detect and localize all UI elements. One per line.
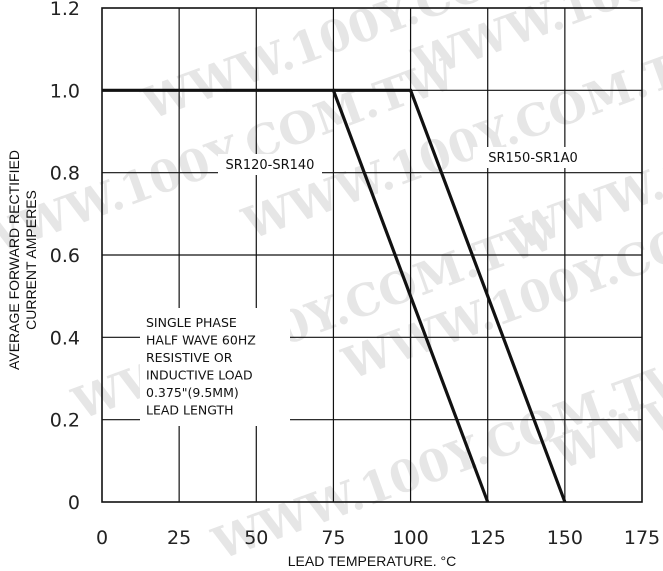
series-label: SR150-SR1A0	[488, 151, 578, 166]
y-tick-label: 0.2	[50, 410, 80, 432]
x-tick-label: 50	[244, 527, 268, 549]
x-tick-label: 175	[624, 527, 660, 549]
annotation-box: SINGLE PHASE HALF WAVE 60HZ RESISTIVE OR IN…	[140, 308, 290, 426]
plot-frame	[101, 7, 643, 503]
plot-border	[101, 7, 643, 503]
y-tick-label: 1.0	[50, 80, 80, 102]
x-tick-label: 0	[96, 527, 108, 549]
series-line-2	[333, 88, 567, 503]
annotation-line: HALF WAVE 60HZ	[146, 333, 256, 348]
x-tick-label: 150	[547, 527, 583, 549]
annotation-line: LEAD LENGTH	[146, 403, 234, 418]
series-label: SR120-SR140	[226, 158, 315, 173]
series-lines	[102, 88, 567, 503]
x-axis-title: LEAD TEMPERATURE. °C	[288, 553, 456, 569]
x-tick-label: 100	[392, 527, 428, 549]
y-tick-label: 0.6	[50, 245, 80, 267]
annotation-line: INDUCTIVE LOAD	[146, 368, 253, 383]
annotation-background	[140, 308, 290, 426]
y-tick-label: 0.8	[50, 163, 80, 185]
annotation-line: 0.375"(9.5MM)	[146, 385, 239, 400]
y-axis-title-line-2: CURRENT AMPERES	[23, 190, 39, 330]
x-tick-label: 125	[470, 527, 506, 549]
y-tick-label: 0.4	[50, 327, 80, 349]
x-tick-label: 25	[167, 527, 191, 549]
y-tick-label: 0	[68, 492, 80, 514]
x-tick-labels: 0 25 50 75 100 125 150 175	[96, 527, 660, 549]
series-labels: SR120-SR140 SR150-SR1A0	[218, 147, 593, 175]
annotation-line: RESISTIVE OR	[146, 350, 233, 365]
x-tick-label: 75	[321, 527, 345, 549]
y-axis-title-line-1: AVERAGE FORWARD RECTIFIED	[6, 150, 22, 370]
y-tick-label: 1.2	[50, 0, 80, 20]
y-tick-labels: 0 0.2 0.4 0.6 0.8 1.0 1.2	[50, 0, 80, 514]
series-label-background	[473, 147, 593, 168]
annotation-line: SINGLE PHASE	[146, 315, 237, 330]
series-label-background	[218, 154, 322, 175]
